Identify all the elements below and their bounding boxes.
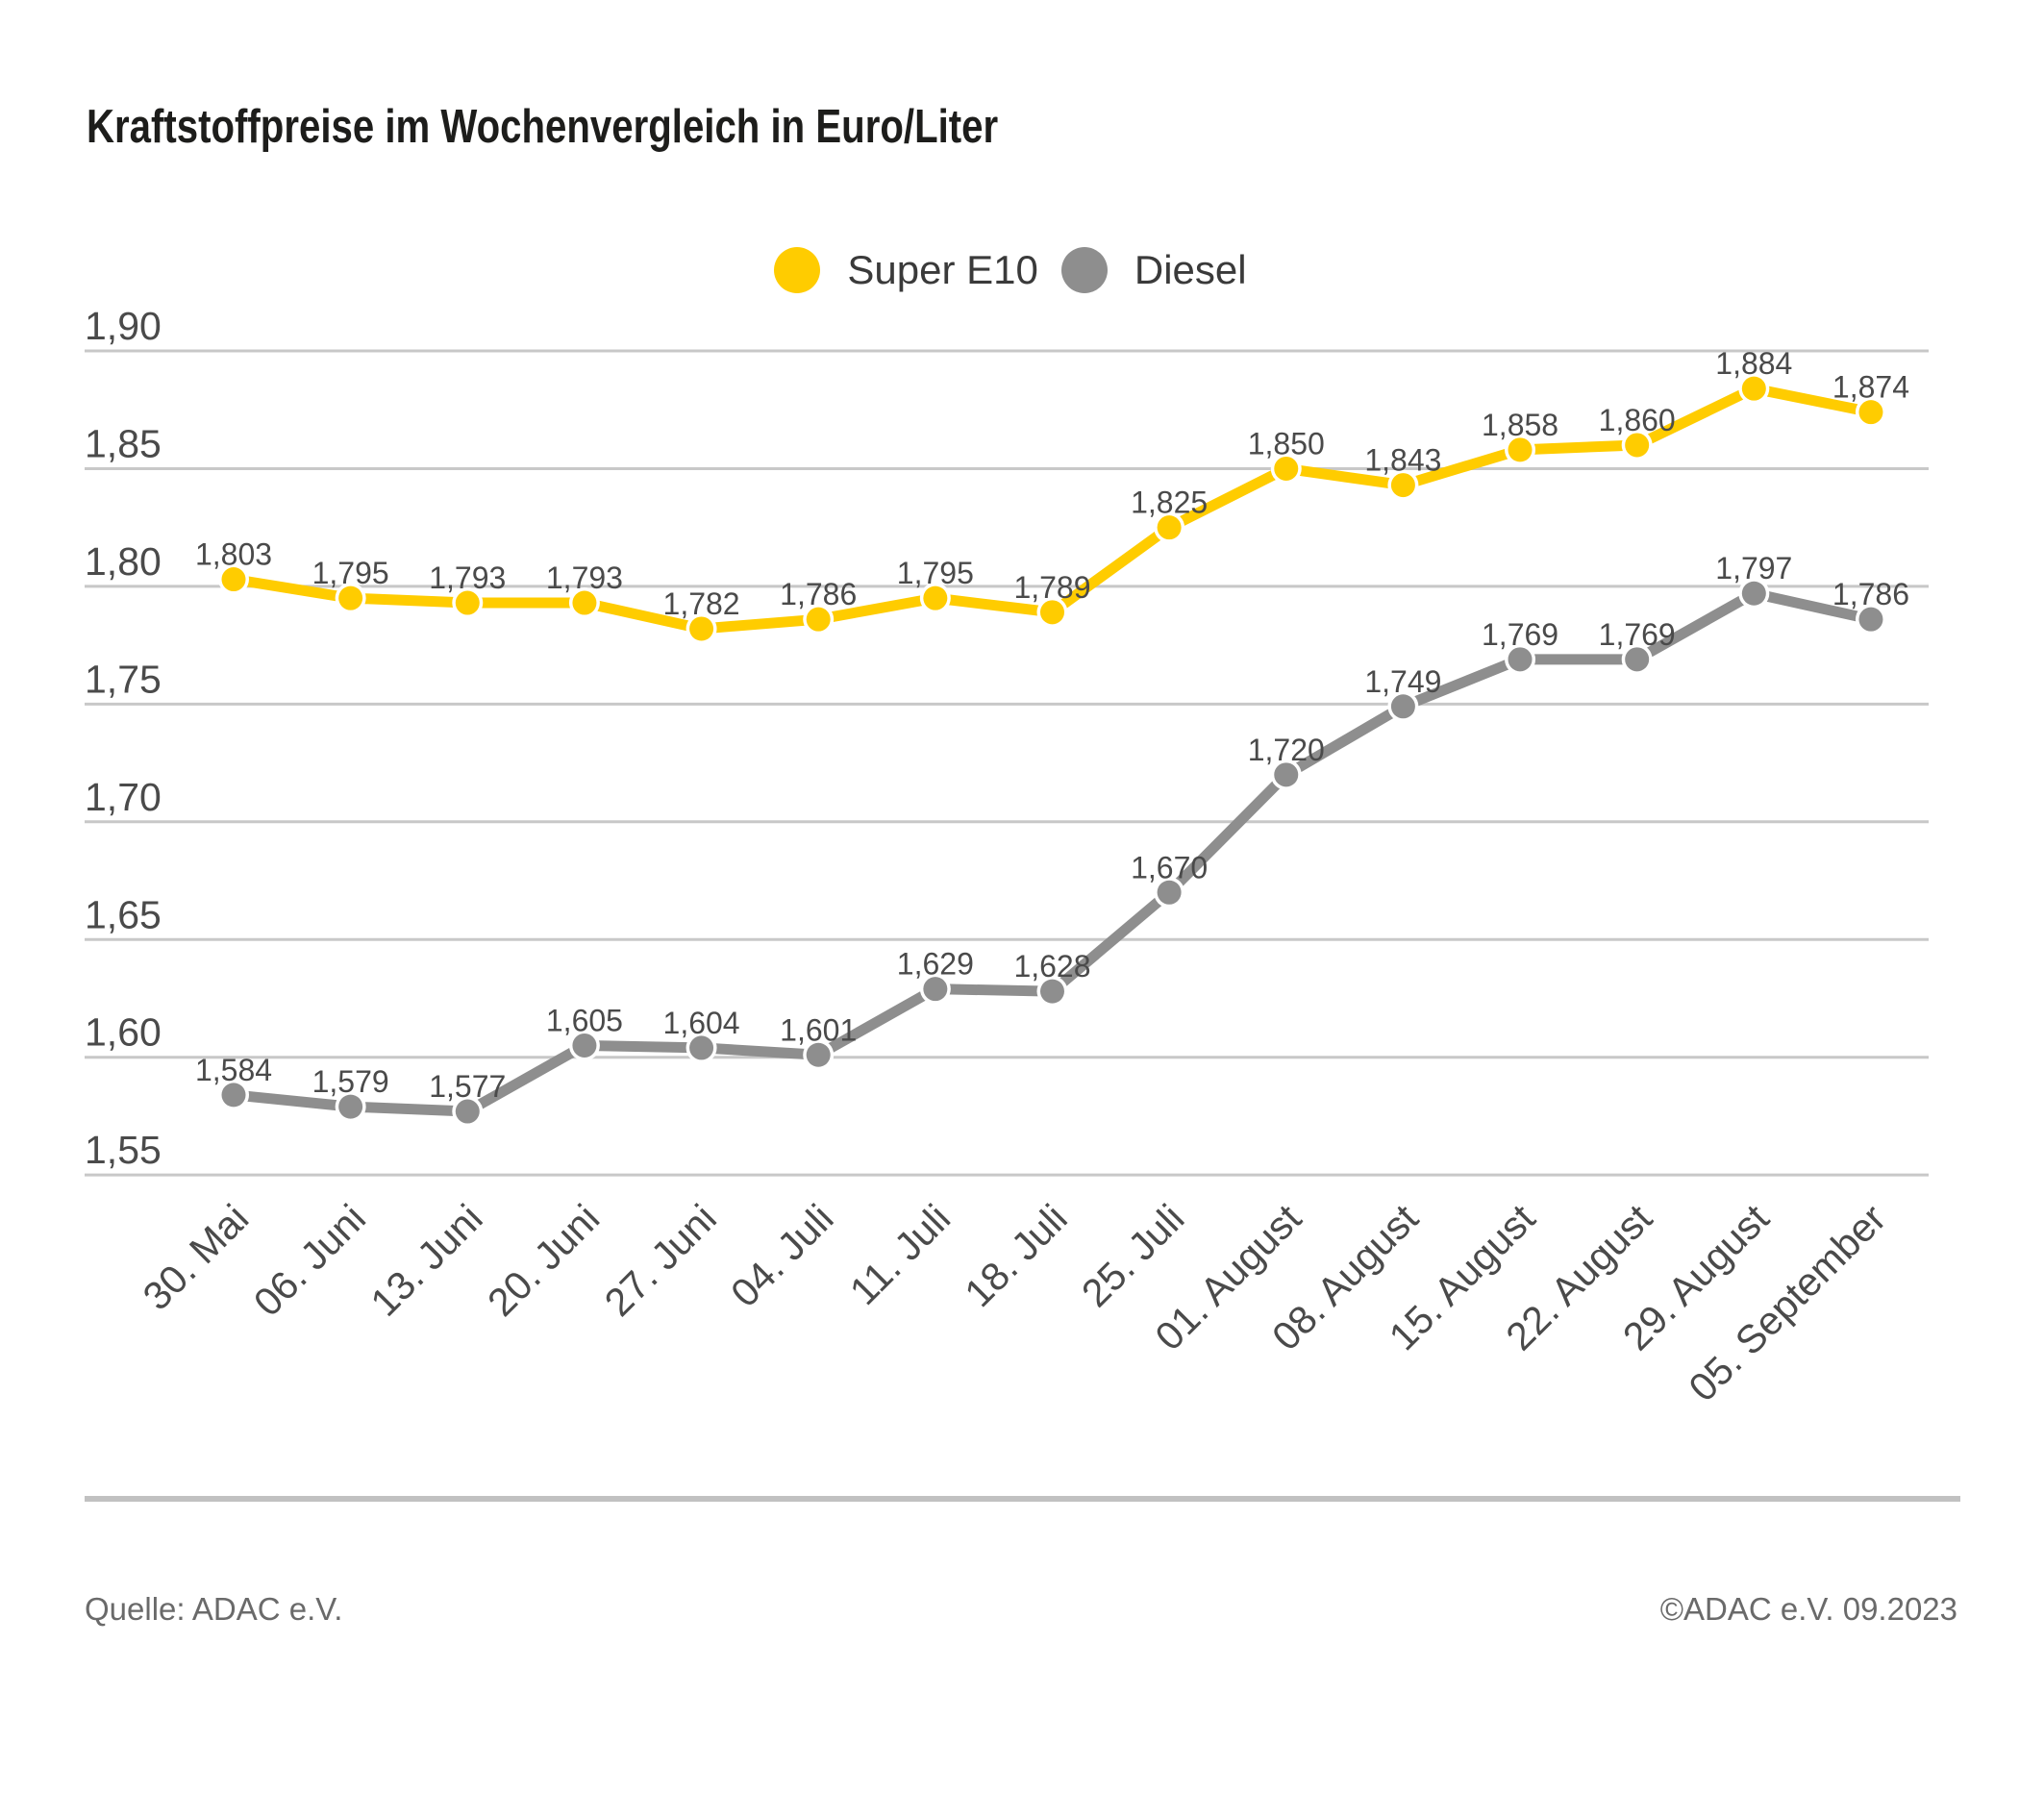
data-value-label: 1,797 bbox=[1715, 551, 1792, 585]
data-point-diesel bbox=[338, 1094, 363, 1119]
data-point-super-e10 bbox=[923, 585, 948, 610]
data-value-label: 1,860 bbox=[1599, 403, 1676, 437]
data-point-super-e10 bbox=[455, 590, 480, 615]
y-axis-label: 1,80 bbox=[85, 539, 162, 584]
data-value-label: 1,884 bbox=[1715, 346, 1792, 381]
data-value-label: 1,604 bbox=[663, 1006, 740, 1040]
data-value-label: 1,803 bbox=[195, 537, 272, 572]
data-value-label: 1,628 bbox=[1013, 949, 1090, 984]
y-axis-label: 1,70 bbox=[85, 775, 162, 819]
data-value-label: 1,769 bbox=[1482, 617, 1558, 652]
data-point-diesel bbox=[923, 977, 948, 1002]
data-point-super-e10 bbox=[338, 585, 363, 610]
data-point-diesel bbox=[1508, 647, 1533, 672]
data-point-diesel bbox=[1741, 581, 1766, 606]
data-value-label: 1,793 bbox=[429, 560, 506, 595]
data-point-diesel bbox=[455, 1099, 480, 1124]
data-point-diesel bbox=[1625, 647, 1650, 672]
legend-dot-diesel bbox=[1060, 247, 1108, 293]
legend-label: Diesel bbox=[1134, 247, 1247, 292]
data-value-label: 1,789 bbox=[1013, 570, 1090, 605]
data-point-diesel bbox=[1157, 880, 1182, 905]
legend: Super E10 Diesel bbox=[0, 247, 2044, 293]
y-axis-label: 1,85 bbox=[85, 421, 162, 465]
legend-item-diesel: Diesel bbox=[1060, 247, 1247, 293]
data-value-label: 1,769 bbox=[1599, 617, 1676, 652]
data-point-super-e10 bbox=[1741, 376, 1766, 401]
data-point-super-e10 bbox=[806, 607, 831, 632]
footer-divider bbox=[85, 1496, 1960, 1502]
data-value-label: 1,874 bbox=[1832, 370, 1909, 405]
x-axis-label: 18. Juli bbox=[956, 1196, 1075, 1315]
data-point-diesel bbox=[1858, 607, 1883, 632]
data-point-super-e10 bbox=[221, 567, 246, 592]
data-point-diesel bbox=[1274, 762, 1299, 787]
x-axis-label: 30. Mai bbox=[135, 1196, 258, 1319]
y-axis-label: 1,90 bbox=[85, 304, 162, 348]
data-point-super-e10 bbox=[1508, 437, 1533, 462]
data-value-label: 1,670 bbox=[1131, 850, 1208, 884]
data-value-label: 1,605 bbox=[546, 1003, 623, 1037]
x-axis-label: 04. Juli bbox=[722, 1196, 841, 1315]
x-axis-label: 05. September bbox=[1681, 1196, 1895, 1410]
footer-source: Quelle: ADAC e.V. bbox=[85, 1591, 343, 1627]
data-point-diesel bbox=[1039, 979, 1064, 1004]
data-value-label: 1,601 bbox=[780, 1012, 857, 1047]
data-point-super-e10 bbox=[1390, 473, 1415, 498]
legend-item-super-e10: Super E10 bbox=[774, 247, 1038, 293]
data-value-label: 1,793 bbox=[546, 560, 623, 595]
data-value-label: 1,825 bbox=[1131, 486, 1208, 520]
y-axis-label: 1,60 bbox=[85, 1010, 162, 1055]
y-axis-label: 1,65 bbox=[85, 892, 162, 936]
data-point-super-e10 bbox=[1039, 600, 1064, 625]
data-value-label: 1,795 bbox=[897, 556, 974, 590]
data-point-diesel bbox=[221, 1083, 246, 1108]
x-axis-label: 27. Juni bbox=[596, 1196, 725, 1325]
data-value-label: 1,584 bbox=[195, 1053, 272, 1087]
x-axis-label: 06. Juni bbox=[245, 1196, 374, 1325]
data-point-diesel bbox=[1390, 694, 1415, 719]
chart-title: Kraftstoffpreise im Wochenvergleich in E… bbox=[87, 101, 999, 153]
footer-copyright: ©ADAC e.V. 09.2023 bbox=[1659, 1591, 1957, 1627]
data-value-label: 1,749 bbox=[1364, 664, 1441, 699]
data-point-diesel bbox=[806, 1042, 831, 1067]
data-point-super-e10 bbox=[1858, 400, 1883, 425]
data-value-label: 1,629 bbox=[897, 947, 974, 982]
data-value-label: 1,786 bbox=[1832, 577, 1909, 611]
data-value-label: 1,843 bbox=[1364, 443, 1441, 478]
data-value-label: 1,579 bbox=[312, 1064, 389, 1099]
data-value-label: 1,858 bbox=[1482, 408, 1558, 442]
data-point-super-e10 bbox=[689, 616, 714, 641]
data-point-diesel bbox=[689, 1035, 714, 1060]
data-point-super-e10 bbox=[1157, 515, 1182, 540]
y-axis-label: 1,75 bbox=[85, 657, 162, 701]
x-axis-label: 13. Juni bbox=[362, 1196, 491, 1325]
x-axis-label: 11. Juli bbox=[841, 1196, 959, 1313]
legend-label: Super E10 bbox=[847, 247, 1038, 292]
data-value-label: 1,782 bbox=[663, 586, 740, 621]
data-point-super-e10 bbox=[572, 590, 597, 615]
x-axis-label: 20. Juni bbox=[479, 1196, 608, 1325]
data-value-label: 1,720 bbox=[1248, 733, 1325, 767]
data-point-super-e10 bbox=[1625, 433, 1650, 458]
data-value-label: 1,795 bbox=[312, 556, 389, 590]
data-point-diesel bbox=[572, 1033, 597, 1058]
legend-dot-super-e10 bbox=[774, 247, 821, 293]
data-value-label: 1,850 bbox=[1248, 426, 1325, 461]
data-value-label: 1,577 bbox=[429, 1069, 506, 1104]
data-value-label: 1,786 bbox=[780, 577, 857, 611]
x-axis-label: 25. Juli bbox=[1073, 1196, 1192, 1315]
data-point-super-e10 bbox=[1274, 456, 1299, 481]
y-axis-label: 1,55 bbox=[85, 1128, 162, 1172]
series-line-diesel bbox=[228, 587, 1877, 1117]
